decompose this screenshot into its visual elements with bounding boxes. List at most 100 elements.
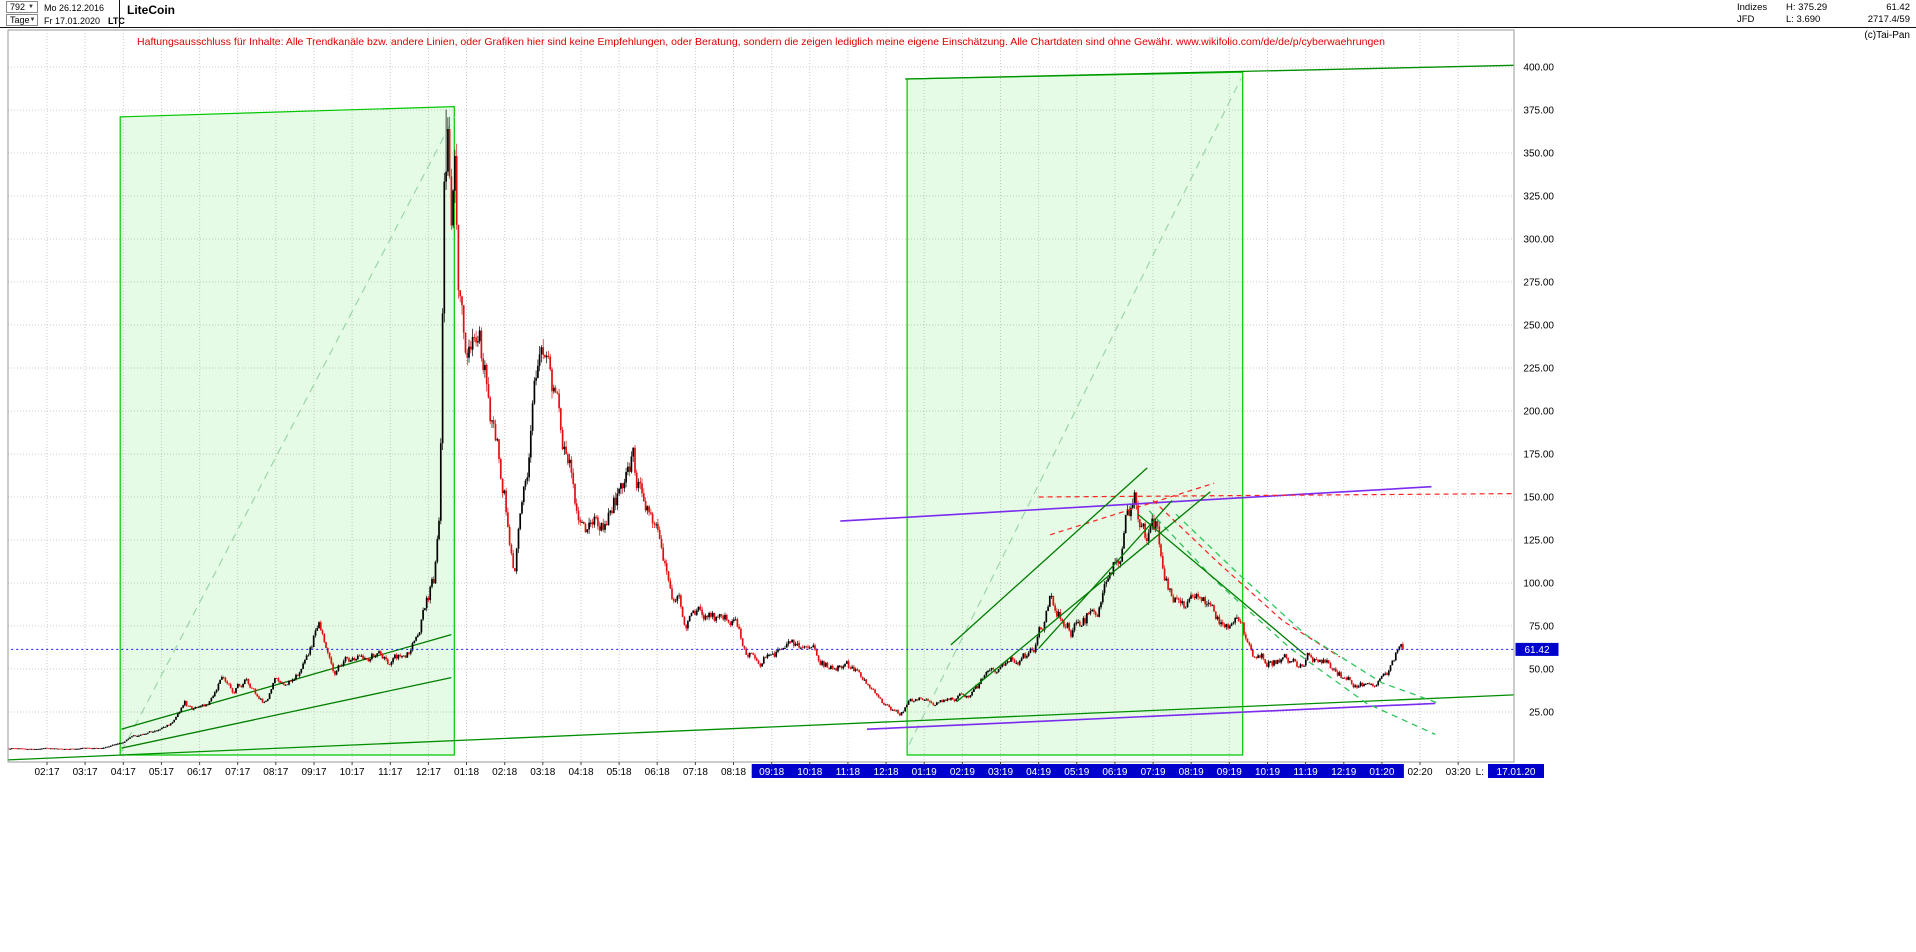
violet-support <box>866 702 1436 730</box>
bars-count-select[interactable]: 792 ▼ <box>6 1 38 13</box>
up-candle-bodies <box>9 129 1402 750</box>
chevron-down-icon: ▼ <box>28 4 34 10</box>
red-resistance-flat <box>1038 493 1514 498</box>
range-start-date[interactable]: Mo 26.12.2016 <box>44 3 105 13</box>
instrument-title: LiteCoin <box>127 3 175 17</box>
x-tick-label: 11:19 <box>1293 767 1318 778</box>
x-tick-label: 02:17 <box>34 767 59 778</box>
y-tick-label: 275.00 <box>1523 278 1554 289</box>
red-resistance-rising <box>1049 482 1215 536</box>
x-tick-label: 02:19 <box>950 767 975 778</box>
support-line-2017-b <box>121 633 452 730</box>
last-date-tag: L: 17.01.20 <box>1476 764 1544 778</box>
x-tick-label: 01:19 <box>912 767 937 778</box>
x-tick-label: 03:20 <box>1446 767 1471 778</box>
x-tick-label: 04:18 <box>568 767 593 778</box>
y-tick-label: 300.00 <box>1523 235 1554 246</box>
y-tick-label: 325.00 <box>1523 192 1554 203</box>
trend-channel-box-2017 <box>119 105 455 756</box>
last-price-tag: 61.42 <box>1515 642 1559 656</box>
y-tick-label: 225.00 <box>1523 364 1554 375</box>
y-tick-label: 350.00 <box>1523 149 1554 160</box>
y-tick-label: 200.00 <box>1523 407 1554 418</box>
x-tick-label: 06:19 <box>1102 767 1127 778</box>
x-tick-label: 03:18 <box>530 767 555 778</box>
trend-channel-box-2019 <box>906 71 1244 756</box>
x-tick-label: 05:18 <box>607 767 632 778</box>
x-tick-label: 10:19 <box>1255 767 1280 778</box>
x-tick-label: 10:18 <box>797 767 822 778</box>
plot-border <box>7 29 1515 763</box>
selected-range-strip[interactable] <box>751 764 1404 778</box>
x-tick-label: 09:18 <box>759 767 784 778</box>
long-term-support <box>8 694 1514 761</box>
downtrend-2019 <box>1137 513 1307 656</box>
period-select[interactable]: Tage ▼ <box>6 14 38 26</box>
x-tick-label: 12:18 <box>874 767 899 778</box>
x-tick-label: 02:18 <box>492 767 517 778</box>
x-tick-label: 06:17 <box>187 767 212 778</box>
x-tick-marks <box>46 762 1459 765</box>
y-tick-label: 75.00 <box>1529 622 1554 633</box>
y-tick-label: 50.00 <box>1529 665 1554 676</box>
toolbar: 792 ▼ Tage ▼ Mo 26.12.2016 Fr 17.01.2020… <box>0 0 1916 28</box>
period-value: Tage <box>10 15 30 25</box>
x-tick-label: 08:19 <box>1179 767 1204 778</box>
x-tick-label: 09:17 <box>301 767 326 778</box>
period-high-label: H: 375.29 <box>1786 2 1828 13</box>
x-tick-label: 07:17 <box>225 767 250 778</box>
upper-resistance <box>905 64 1514 80</box>
y-tick-label: 375.00 <box>1523 106 1554 117</box>
range-end-date[interactable]: Fr 17.01.2020 <box>44 16 101 26</box>
candles-layer <box>8 109 1404 750</box>
y-tick-label: 150.00 <box>1523 493 1554 504</box>
green-decline-curve-a <box>1148 510 1436 735</box>
x-tick-label: 12:19 <box>1331 767 1356 778</box>
svg-text:61.42: 61.42 <box>1524 645 1549 656</box>
copyright-label: (c)Tai-Pan <box>1864 30 1910 41</box>
x-tick-label: 10:17 <box>340 767 365 778</box>
x-tick-label: 08:18 <box>721 767 746 778</box>
x-tick-label: 11:18 <box>836 767 861 778</box>
x-tick-label: 03:19 <box>988 767 1013 778</box>
trendlines-layer <box>8 64 1514 735</box>
svg-text:17.01.20: 17.01.20 <box>1497 767 1536 778</box>
chevron-down-icon: ▼ <box>29 17 36 23</box>
y-tick-label: 100.00 <box>1523 579 1554 590</box>
y-tick-label: 25.00 <box>1529 708 1554 719</box>
x-tick-label: 12:17 <box>416 767 441 778</box>
symbol-code: LTC <box>108 16 125 26</box>
bars-count-value: 792 <box>10 2 26 12</box>
last-price-label: 61.42 <box>1886 2 1910 13</box>
channel-boxes-layer <box>8 71 1514 761</box>
x-tick-label: 11:17 <box>378 767 403 778</box>
x-tick-label: 09:19 <box>1217 767 1242 778</box>
x-tick-label: 03:17 <box>73 767 98 778</box>
x-tick-label: 06:18 <box>645 767 670 778</box>
x-tick-label: 04:17 <box>111 767 136 778</box>
x-tick-label: 05:19 <box>1064 767 1089 778</box>
x-tick-label: 05:17 <box>149 767 174 778</box>
grid-layer <box>8 30 1514 762</box>
y-axis: 400.00 375.00 350.00 325.00 300.00 275.00 250.… <box>1523 63 1554 719</box>
y-tick-label: 125.00 <box>1523 536 1554 547</box>
x-axis: 02:17 03:17 04:17 05:17 06:17 07:17 08:17 09:17… <box>34 762 1471 778</box>
x-tick-label: 01:20 <box>1369 767 1394 778</box>
x-tick-label: 07:18 <box>683 767 708 778</box>
y-tick-label: 175.00 <box>1523 450 1554 461</box>
datafeed-label: JFD <box>1737 14 1755 25</box>
y-tick-label: 250.00 <box>1523 321 1554 332</box>
period-low-label: L: 3.690 <box>1786 14 1821 25</box>
y-tick-label: 400.00 <box>1523 63 1554 74</box>
index-group-label: Indizes <box>1737 2 1768 13</box>
divider <box>119 0 120 28</box>
volume-label: 2717.4/59 <box>1867 14 1910 25</box>
x-tick-label: 08:17 <box>263 767 288 778</box>
channel-diagonal-2019 <box>908 78 1242 745</box>
x-tick-label: 04:19 <box>1026 767 1051 778</box>
violet-resistance <box>840 485 1432 522</box>
channel-diagonal-2017 <box>120 116 455 752</box>
x-tick-label: 07:19 <box>1141 767 1166 778</box>
green-decline-curve-b <box>1175 513 1440 705</box>
